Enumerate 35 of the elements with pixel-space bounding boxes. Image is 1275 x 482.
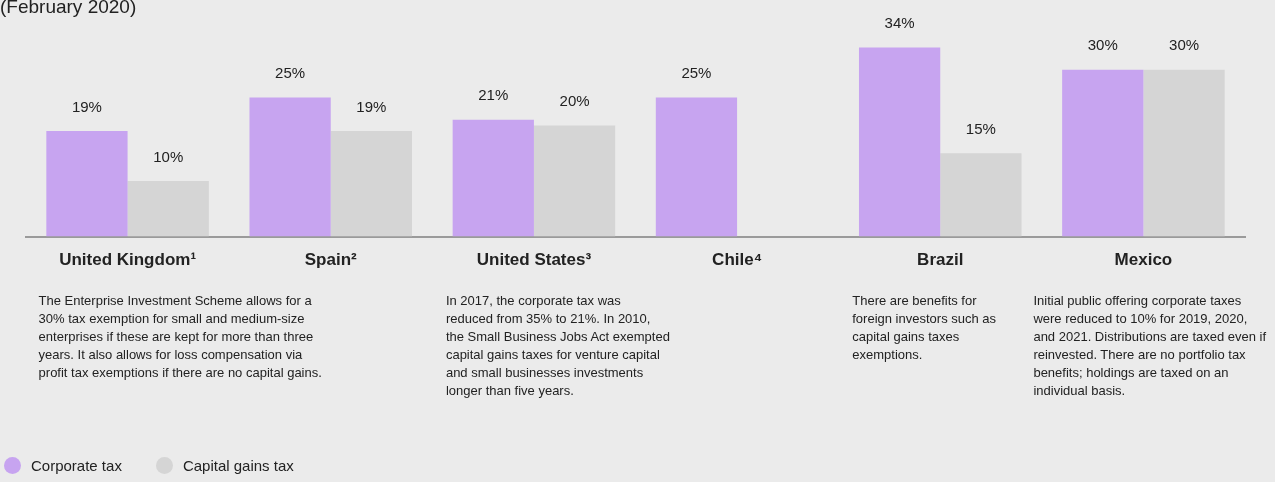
data-label: 21% (478, 86, 509, 104)
bar (127, 181, 209, 237)
data-label: 34% (884, 14, 915, 32)
bar (655, 97, 738, 237)
x-tick-label: Spain² (304, 250, 358, 270)
data-label: 30% (1087, 36, 1118, 54)
bar (46, 130, 128, 237)
bar (1062, 69, 1144, 237)
legend-label: Corporate tax (31, 457, 122, 474)
text: In 2017, the corporate tax was reduced from 35% to 21%. In 2010, the Small Business Jobs Act exempted capital gains taxes for venture capital and small businesses investments longer than five years. (445, 292, 671, 400)
x-tick-label: United States³ (476, 250, 592, 270)
bar (533, 125, 616, 237)
data-label: 19% (71, 97, 102, 115)
text: There are benefits for foreign investors such as capital gains taxes exemptions. (852, 292, 998, 364)
bar (330, 130, 413, 237)
x-tick-label: Brazil (917, 250, 964, 270)
data-label: 30% (1169, 36, 1200, 54)
x-tick-label: Chile⁴ (712, 250, 763, 270)
bar (940, 153, 1022, 237)
data-label: 20% (559, 92, 590, 110)
data-label: 15% (965, 119, 996, 137)
bar (858, 47, 941, 237)
legend-label: Capital gains tax (182, 457, 294, 474)
text: Initial public offering corporate taxes were reduced to 10% for 2019, 2020, and 2021. Distributions are taxed even if reinvested. There are no portfolio tax benefits; holdings are taxed on an individual basis. (1033, 292, 1268, 400)
bar (249, 97, 331, 237)
data-label: 25% (275, 64, 306, 82)
data-label: 25% (681, 64, 712, 82)
data-label: 10% (153, 147, 184, 165)
bar (1143, 69, 1225, 237)
x-tick-label: United Kingdom¹ (59, 250, 197, 270)
bar (452, 119, 534, 237)
text: The Enterprise Investment Scheme allows for a 30% tax exemption for small and medium-size enterprises if these are kept for more than three years. It also allows for loss compensation via profit tax exemptions if there are no capital gains. (38, 292, 323, 382)
data-label: 19% (356, 97, 387, 115)
x-tick-label: Mexico (1114, 250, 1173, 270)
chart-title: (February 2020) (0, 0, 137, 18)
